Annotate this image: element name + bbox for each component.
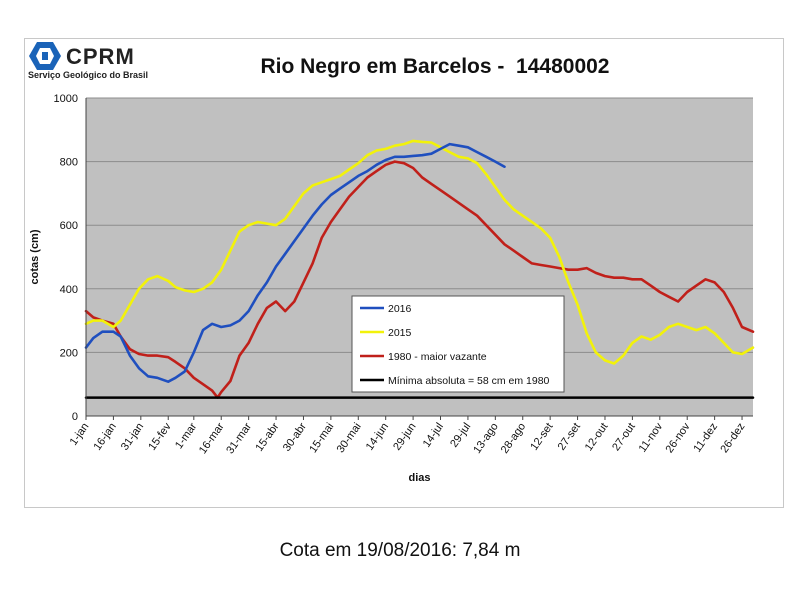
legend-entry: Mínima absoluta = 58 cm em 1980 <box>388 375 550 387</box>
x-tick-label: 26-dez <box>718 421 747 455</box>
y-axis-label: cotas (cm) <box>29 229 41 284</box>
x-tick-label: 15-mai <box>307 421 336 455</box>
x-tick-label: 31-jan <box>119 421 146 453</box>
x-axis-label: dias <box>408 472 430 484</box>
legend-entry: 2015 <box>388 327 412 339</box>
x-tick-label: 29-jul <box>448 421 473 450</box>
legend-entry: 1980 - maior vazante <box>388 351 487 363</box>
x-tick-label: 27-out <box>610 421 638 453</box>
x-tick-label: 1-mar <box>173 421 199 452</box>
series-layer <box>84 139 755 399</box>
cprm-logo: CPRM Serviço Geológico do Brasil <box>26 41 176 85</box>
y-tick-label: 400 <box>60 284 78 296</box>
x-tick-label: 26-nov <box>664 420 693 455</box>
x-tick-label: 29-jun <box>391 421 418 453</box>
x-tick-label: 12-out <box>583 421 611 453</box>
y-tick-label: 200 <box>60 347 78 359</box>
x-tick-label: 13-ago <box>471 421 500 456</box>
axes <box>85 98 753 417</box>
cprm-logo-icon <box>29 42 61 70</box>
x-tick-label: 1-jan <box>68 421 92 448</box>
x-tick-label: 11-nov <box>637 420 666 454</box>
logo-text: CPRM <box>66 44 135 69</box>
y-tick-labels: 0 200 400 600 800 1000 <box>54 93 78 423</box>
x-tick-label: 14-jul <box>421 421 446 450</box>
x-tick-label: 15-fev <box>146 420 174 452</box>
x-tick-label: 30-abr <box>281 421 309 454</box>
x-tick-label: 16-jan <box>91 421 118 453</box>
chart-title: Rio Negro em Barcelos - 14480002 <box>260 55 610 78</box>
x-tick-label: 14-jun <box>364 421 391 453</box>
x-tick-label: 12-set <box>528 421 555 453</box>
x-tick-label: 16-mar <box>197 421 227 457</box>
x-tick-label: 28-ago <box>499 421 528 456</box>
legend-box <box>351 295 565 393</box>
x-tick-labels: 1-jan 16-jan 31-jan 15-fev 1-mar16-mar31-mar… <box>68 416 747 457</box>
x-tick-label: 27-set <box>556 421 583 453</box>
y-tick-label: 800 <box>60 157 78 169</box>
legend-entry: 2016 <box>388 303 412 315</box>
x-tick-label: 31-mar <box>224 421 254 457</box>
y-tick-label: 0 <box>72 411 78 423</box>
series-1980-line <box>84 160 755 399</box>
logo-subtitle: Serviço Geológico do Brasil <box>28 70 149 80</box>
y-tick-label: 1000 <box>54 93 78 105</box>
x-tick-label: 30-mai <box>335 421 364 455</box>
legend: 2016 2015 1980 - maior vazante Mínima absol… <box>351 295 565 393</box>
gridlines <box>86 97 753 353</box>
x-tick-label: 11-dez <box>691 421 720 455</box>
x-tick-label: 15-abr <box>253 421 281 454</box>
y-tick-label: 600 <box>60 220 78 232</box>
series-2015-line <box>84 139 755 365</box>
footer-caption: Cota em 19/08/2016: 7,84 m <box>279 540 521 561</box>
series-2016-line <box>84 142 506 384</box>
